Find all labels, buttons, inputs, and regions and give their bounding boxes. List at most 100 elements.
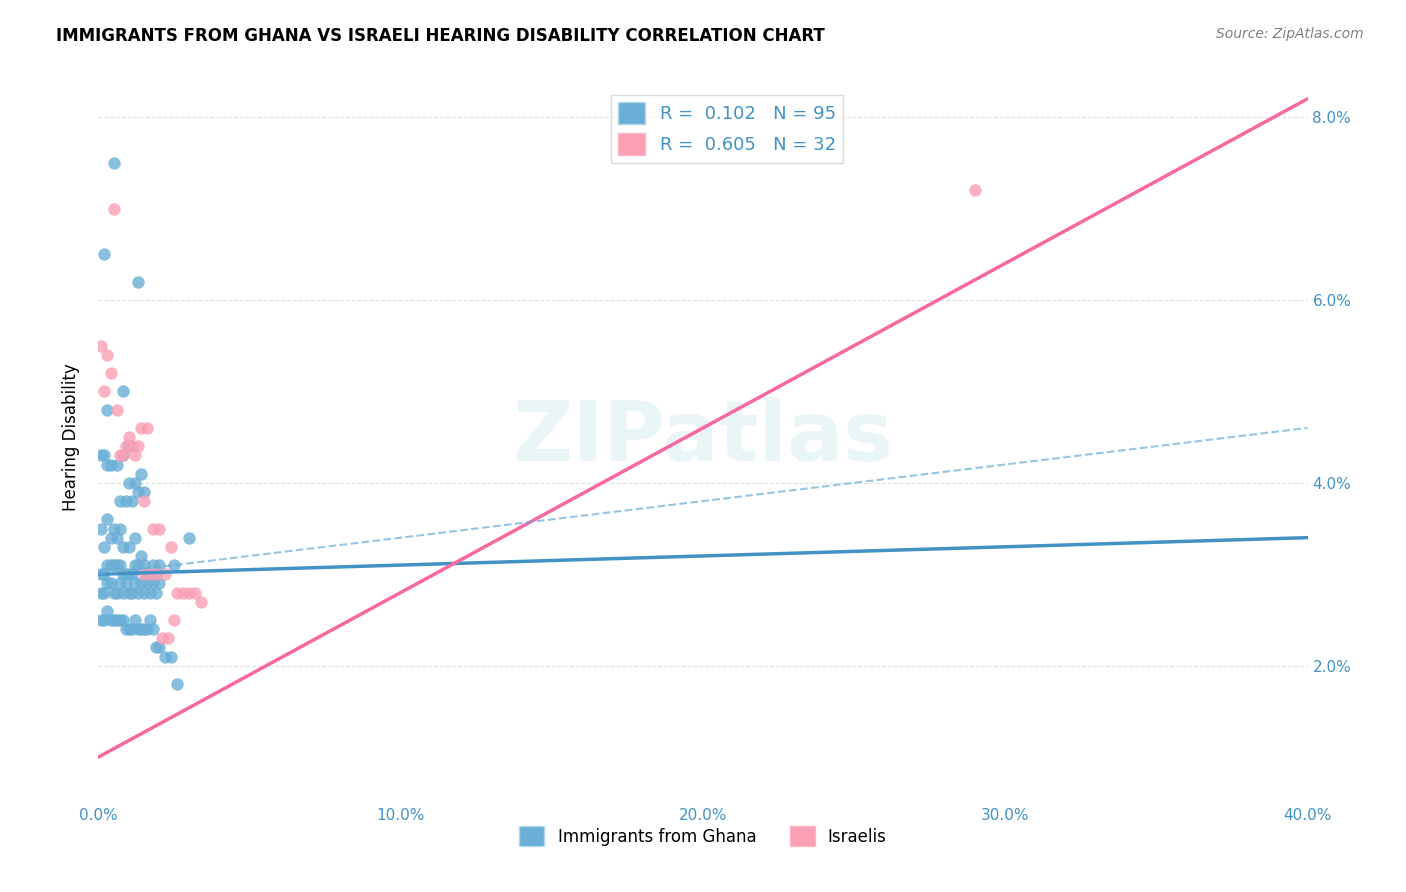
Text: Source: ZipAtlas.com: Source: ZipAtlas.com [1216,27,1364,41]
Point [127,558,149,573]
Point [108,521,131,535]
Point [139,567,162,582]
Point [124,558,146,573]
Point [114,622,136,636]
Point [96,558,118,573]
Point [100,531,122,545]
Point [105,458,128,472]
Point [111,384,134,399]
Point [153,649,176,664]
Point [108,449,131,463]
Point [135,576,157,591]
Point [105,613,128,627]
Point [118,540,141,554]
Point [145,567,167,582]
Point [135,567,157,582]
Point [96,458,118,472]
Point [139,613,162,627]
Point [172,585,194,599]
Text: ZIPatlas: ZIPatlas [513,397,893,477]
Point [127,439,149,453]
Point [148,558,170,573]
Point [127,485,149,500]
Point [111,540,134,554]
Point [111,567,134,582]
Point [118,622,141,636]
Point [163,558,186,573]
Point [114,576,136,591]
Point [93,540,115,554]
Point [160,540,183,554]
Point [108,494,131,508]
Point [145,585,167,599]
Point [118,475,141,490]
Point [121,494,143,508]
Point [118,567,141,582]
Point [184,585,207,599]
Point [129,622,152,636]
Point [121,567,143,582]
Point [139,585,162,599]
Point [148,640,170,655]
Point [105,402,128,417]
Point [129,576,152,591]
Point [111,449,134,463]
Point [96,576,118,591]
Point [124,576,146,591]
Point [124,613,146,627]
Point [127,585,149,599]
Point [100,458,122,472]
Point [150,632,173,646]
Point [111,585,134,599]
Point [132,622,155,636]
Point [111,613,134,627]
Point [105,558,128,573]
Point [135,622,157,636]
Point [148,576,170,591]
Point [105,531,128,545]
Point [118,585,141,599]
Point [96,402,118,417]
Point [103,613,125,627]
Point [93,567,115,582]
Point [127,275,149,289]
Point [108,576,131,591]
Point [100,576,122,591]
Point [132,485,155,500]
Point [145,640,167,655]
Point [103,155,125,169]
Y-axis label: Hearing Disability: Hearing Disability [62,363,80,511]
Point [108,613,131,627]
Point [129,467,152,481]
Point [166,585,188,599]
Point [129,549,152,563]
Point [96,512,118,526]
Point [100,558,122,573]
Point [163,613,186,627]
Point [90,567,112,582]
Point [132,567,155,582]
Point [103,585,125,599]
Point [93,384,115,399]
Point [124,531,146,545]
Point [132,494,155,508]
Point [93,247,115,261]
Point [93,449,115,463]
Point [166,677,188,691]
Point [90,521,112,535]
Legend: Immigrants from Ghana, Israelis: Immigrants from Ghana, Israelis [513,820,893,853]
Point [103,558,125,573]
Point [103,202,125,216]
Point [190,595,212,609]
Point [93,585,115,599]
Point [142,576,165,591]
Point [114,439,136,453]
Point [142,622,165,636]
Point [90,449,112,463]
Point [179,585,201,599]
Point [108,558,131,573]
Point [124,475,146,490]
Point [148,521,170,535]
Point [121,622,143,636]
Point [145,567,167,582]
